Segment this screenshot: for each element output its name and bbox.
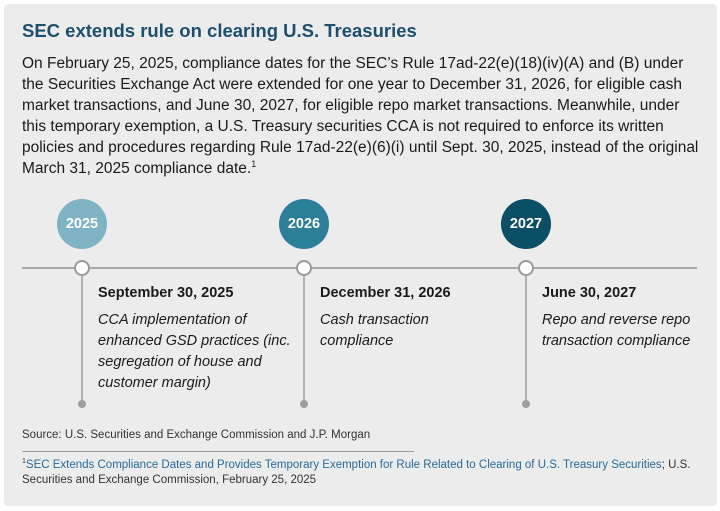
footnote-marker: 1 — [251, 158, 257, 169]
year-label: 2027 — [509, 216, 543, 232]
timeline-axis — [22, 267, 697, 269]
milestone-date: June 30, 2027 — [542, 285, 637, 301]
milestone-description: CCA implementation of enhanced GSD pract… — [98, 312, 291, 391]
year-label: 2026 — [287, 216, 321, 232]
timeline-stem-end — [522, 400, 530, 408]
timeline-stem — [303, 275, 305, 404]
timeline-stem-end — [300, 400, 308, 408]
infographic-card — [4, 4, 717, 506]
year-label: 2025 — [65, 216, 99, 232]
footnote-divider — [22, 451, 414, 452]
footnote-number: 1 — [22, 458, 26, 466]
footnote-source-link[interactable]: SEC Extends Compliance Dates and Provide… — [25, 459, 662, 471]
footnote-citation: ; U.S. Securities and Exchange Commissio… — [22, 459, 691, 486]
milestone-date: September 30, 2025 — [98, 285, 234, 301]
timeline-node — [518, 260, 534, 276]
timeline-node — [74, 260, 90, 276]
year-badge-2026: 2026 — [279, 199, 329, 249]
intro-text: On February 25, 2025, compliance dates f… — [22, 55, 699, 177]
page-title: SEC extends rule on clearing U.S. Treasu… — [22, 20, 417, 41]
year-badge-2025: 2025 — [57, 199, 107, 249]
source-note: Source: U.S. Securities and Exchange Com… — [22, 429, 371, 441]
footnote: 1SEC Extends Compliance Dates and Provid… — [22, 458, 697, 488]
milestone-description: Repo and reverse repo transaction compli… — [542, 312, 691, 349]
timeline-stem — [81, 275, 83, 404]
intro-paragraph: On February 25, 2025, compliance dates f… — [22, 53, 702, 179]
milestone-description: Cash transaction compliance — [320, 312, 429, 349]
year-badge-2027: 2027 — [501, 199, 551, 249]
milestone-date: December 31, 2026 — [320, 285, 451, 301]
timeline-node — [296, 260, 312, 276]
timeline-stem-end — [78, 400, 86, 408]
timeline-stem — [525, 275, 527, 404]
